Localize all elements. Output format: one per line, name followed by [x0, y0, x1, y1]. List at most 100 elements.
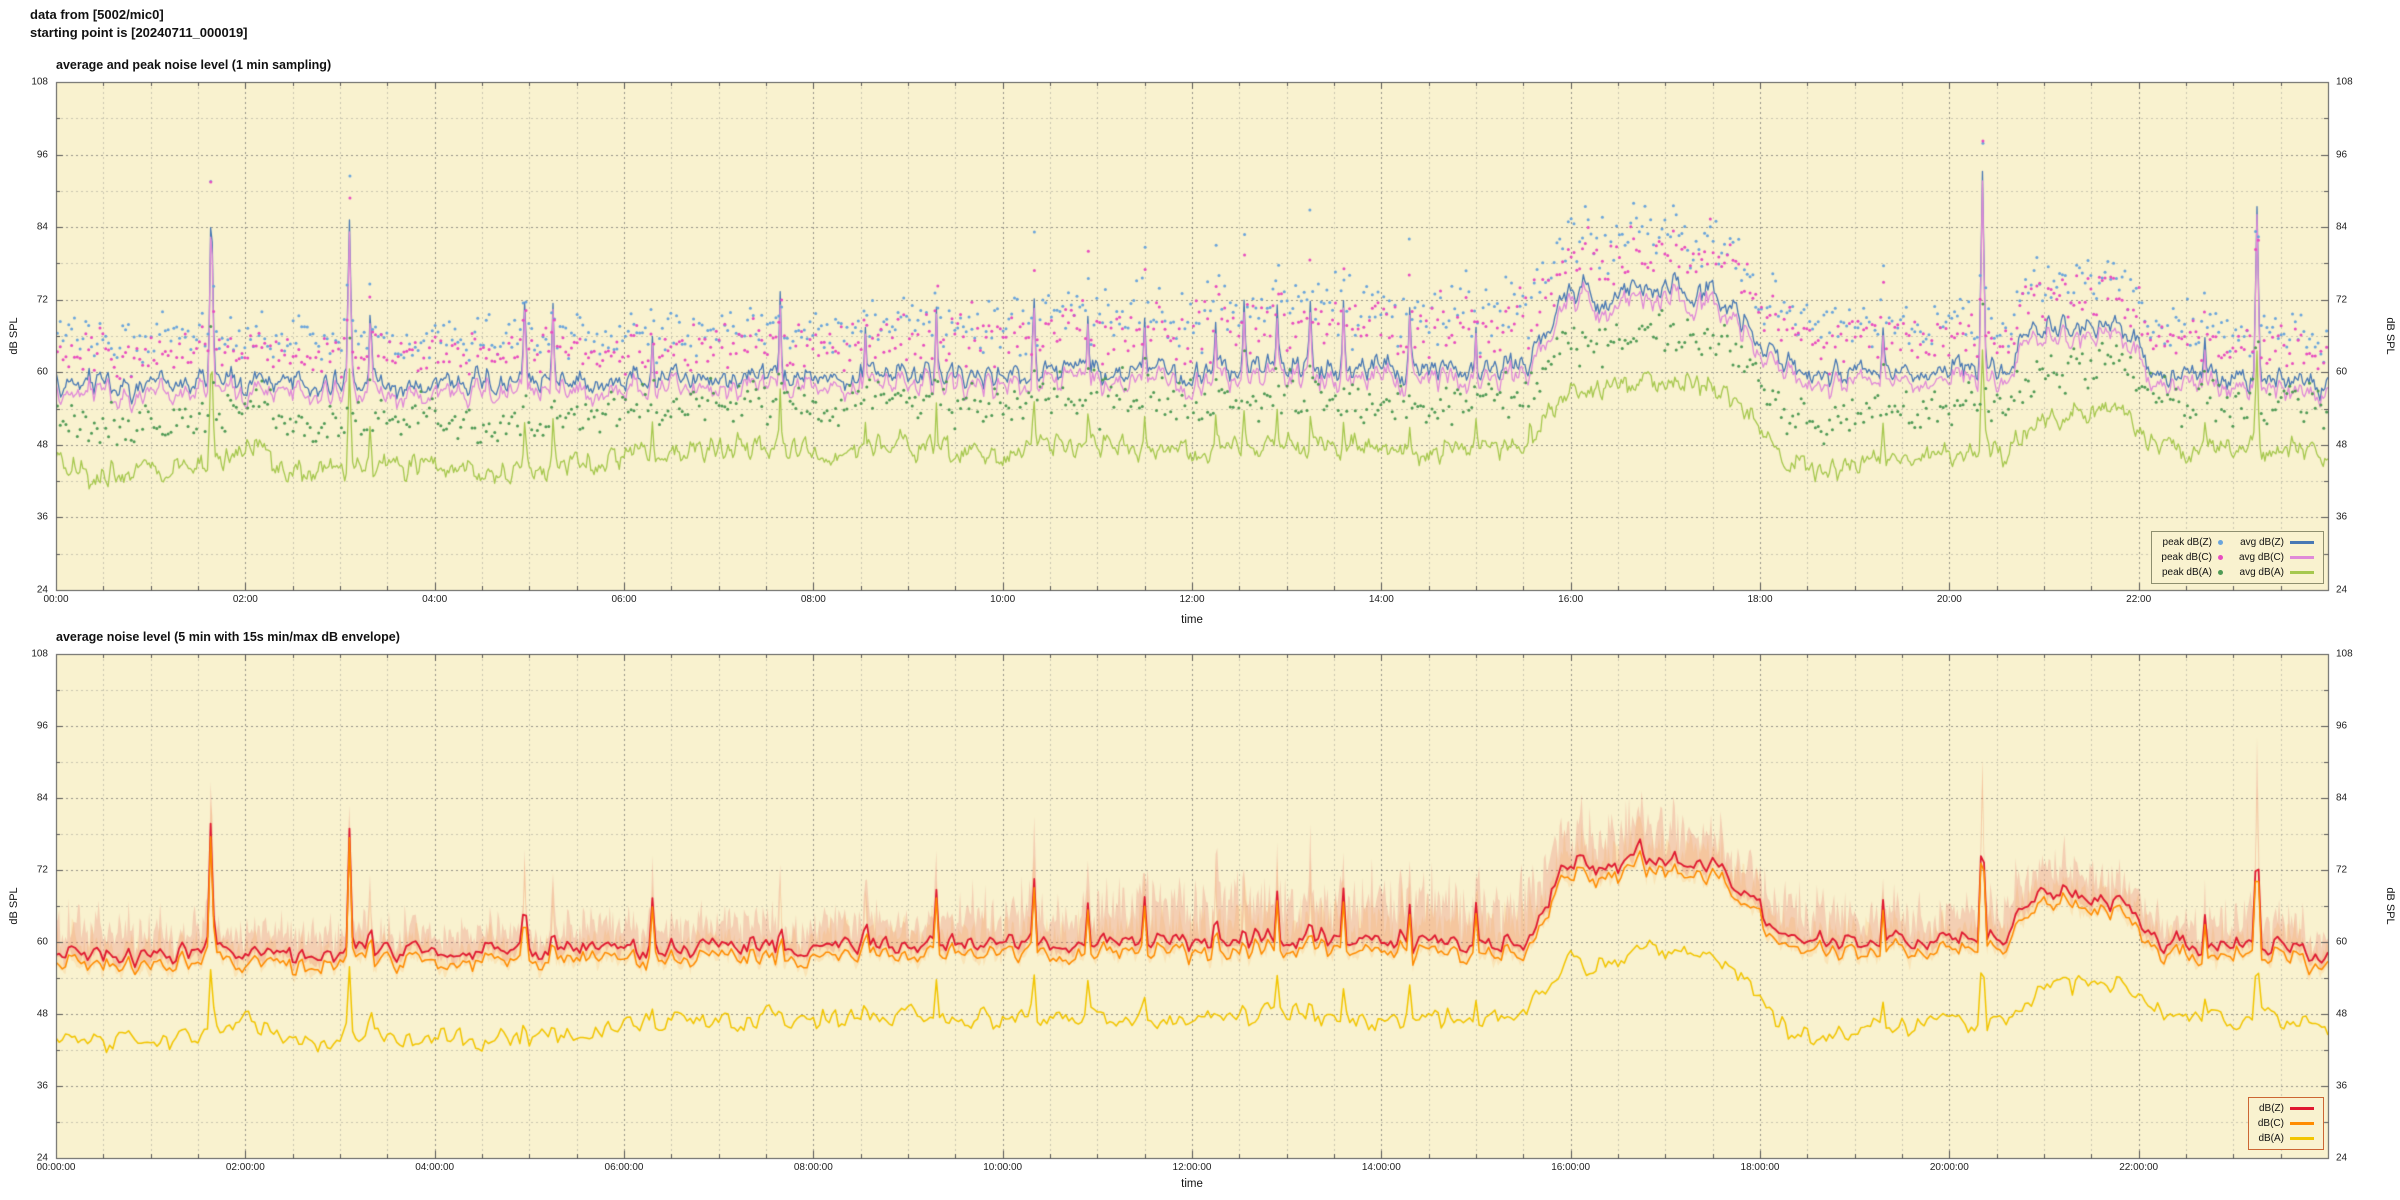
- legend-label: peak dB(C): [2161, 552, 2212, 563]
- legend-dot-marker: [2217, 570, 2223, 575]
- x-tick-label: 06:00:00: [604, 1162, 644, 1173]
- y-tick-label-left: 84: [36, 221, 48, 233]
- legend-entry: avg dB(C): [2239, 551, 2314, 564]
- x-tick-label: 20:00:00: [1929, 1162, 1969, 1173]
- x-tick-label: 06:00: [611, 594, 637, 605]
- y-tick-label-left: 72: [36, 864, 48, 876]
- legend-entry: dB(Z): [2258, 1102, 2314, 1115]
- legend-label: dB(C): [2257, 1118, 2284, 1129]
- chart1-legend: peak dB(Z) peak dB(C) peak dB(A) avg dB(Z) a…: [2151, 531, 2324, 584]
- legend-line-marker: [2290, 556, 2314, 559]
- x-tick-label: 08:00:00: [793, 1162, 833, 1173]
- legend-column: dB(Z) dB(C) dB(A): [2258, 1102, 2314, 1145]
- chart1-xlabel: time: [1181, 614, 1203, 626]
- y-tick-label-left: 96: [36, 149, 48, 161]
- legend-line-marker: [2290, 1107, 2314, 1110]
- y-tick-label-right: 72: [2336, 294, 2348, 306]
- chart1-title: average and peak noise level (1 min samp…: [56, 58, 332, 72]
- legend-line-marker: [2290, 541, 2314, 544]
- legend-dot-marker: [2217, 540, 2223, 545]
- y-tick-label-right: 24: [2336, 1152, 2348, 1164]
- legend-line-marker: [2290, 1137, 2314, 1140]
- x-tick-label: 02:00: [232, 594, 258, 605]
- legend-column: peak dB(Z) peak dB(C) peak dB(A): [2161, 536, 2223, 579]
- y-tick-label-right: 108: [2336, 648, 2353, 660]
- x-tick-label: 14:00: [1368, 594, 1394, 605]
- chart2-ylabel-right: dB SPL: [2384, 887, 2396, 925]
- y-tick-label-right: 84: [2336, 221, 2348, 233]
- legend-entry: dB(A): [2258, 1132, 2314, 1145]
- x-tick-label: 14:00:00: [1361, 1162, 1401, 1173]
- chart2-ylabel-left: dB SPL: [8, 887, 20, 925]
- y-tick-label-right: 60: [2336, 936, 2348, 948]
- legend-line-marker: [2290, 571, 2314, 574]
- y-tick-label-left: 36: [36, 511, 48, 523]
- y-tick-label-left: 60: [36, 936, 48, 948]
- chart1-ylabel-right: dB SPL: [2384, 317, 2396, 355]
- legend-entry: avg dB(Z): [2239, 536, 2314, 549]
- y-tick-label-right: 48: [2336, 439, 2348, 451]
- y-tick-label-left: 96: [36, 720, 48, 732]
- x-tick-label: 22:00:00: [2119, 1162, 2159, 1173]
- x-tick-label: 04:00: [422, 594, 448, 605]
- x-tick-label: 00:00:00: [36, 1162, 76, 1173]
- legend-dot-marker: [2217, 555, 2223, 560]
- chart2-legend: dB(Z) dB(C) dB(A): [2247, 1097, 2324, 1150]
- y-tick-label-right: 36: [2336, 1080, 2348, 1092]
- legend-entry: dB(C): [2258, 1117, 2314, 1130]
- legend-label: peak dB(Z): [2162, 537, 2212, 548]
- y-tick-label-left: 48: [36, 1008, 48, 1020]
- y-tick-label-right: 96: [2336, 149, 2348, 161]
- legend-entry: peak dB(A): [2161, 566, 2223, 579]
- legend-label: dB(A): [2258, 1133, 2284, 1144]
- chart1-ylabel-left: dB SPL: [8, 317, 20, 355]
- x-tick-label: 00:00: [43, 594, 69, 605]
- y-tick-label-left: 108: [31, 648, 48, 660]
- y-tick-label-left: 36: [36, 1080, 48, 1092]
- y-tick-label-right: 24: [2336, 584, 2348, 596]
- x-tick-label: 10:00: [990, 594, 1016, 605]
- header-line-source: data from [5002/mic0]: [30, 7, 164, 22]
- legend-entry: peak dB(C): [2161, 551, 2223, 564]
- y-tick-label-right: 84: [2336, 792, 2348, 804]
- y-tick-label-left: 60: [36, 366, 48, 378]
- legend-entry: peak dB(Z): [2161, 536, 2223, 549]
- y-tick-label-left: 108: [31, 76, 48, 88]
- y-tick-label-right: 72: [2336, 864, 2348, 876]
- y-tick-label-right: 108: [2336, 76, 2353, 88]
- y-tick-label-right: 96: [2336, 720, 2348, 732]
- chart2-title: average noise level (5 min with 15s min/…: [56, 630, 400, 644]
- y-tick-label-left: 72: [36, 294, 48, 306]
- legend-line-marker: [2290, 1122, 2314, 1125]
- x-tick-label: 16:00: [1558, 594, 1584, 605]
- x-tick-label: 16:00:00: [1551, 1162, 1591, 1173]
- legend-column: avg dB(Z) avg dB(C) avg dB(A): [2239, 536, 2314, 579]
- y-tick-label-right: 48: [2336, 1008, 2348, 1020]
- x-tick-label: 20:00: [1936, 594, 1962, 605]
- x-tick-label: 18:00: [1747, 594, 1773, 605]
- x-tick-label: 12:00:00: [1172, 1162, 1212, 1173]
- legend-label: avg dB(Z): [2240, 537, 2284, 548]
- header-line-start: starting point is [20240711_000019]: [30, 25, 248, 41]
- legend-label: avg dB(A): [2239, 567, 2284, 578]
- legend-label: avg dB(C): [2238, 552, 2284, 563]
- legend-label: dB(Z): [2259, 1103, 2284, 1114]
- y-tick-label-left: 24: [36, 584, 48, 596]
- legend-label: peak dB(A): [2161, 567, 2212, 578]
- header: data from [5002/mic0] starting point is …: [30, 6, 248, 42]
- x-tick-label: 04:00:00: [415, 1162, 455, 1173]
- chart2-xlabel: time: [1181, 1178, 1203, 1190]
- x-tick-label: 10:00:00: [983, 1162, 1023, 1173]
- x-tick-label: 08:00: [800, 594, 826, 605]
- x-tick-label: 12:00: [1179, 594, 1205, 605]
- legend-entry: avg dB(A): [2239, 566, 2314, 579]
- x-tick-label: 18:00:00: [1740, 1162, 1780, 1173]
- y-tick-label-left: 48: [36, 439, 48, 451]
- x-tick-label: 02:00:00: [225, 1162, 265, 1173]
- y-tick-label-right: 36: [2336, 511, 2348, 523]
- y-tick-label-left: 24: [36, 1152, 48, 1164]
- x-tick-label: 22:00: [2126, 594, 2152, 605]
- y-tick-label-left: 84: [36, 792, 48, 804]
- y-tick-label-right: 60: [2336, 366, 2348, 378]
